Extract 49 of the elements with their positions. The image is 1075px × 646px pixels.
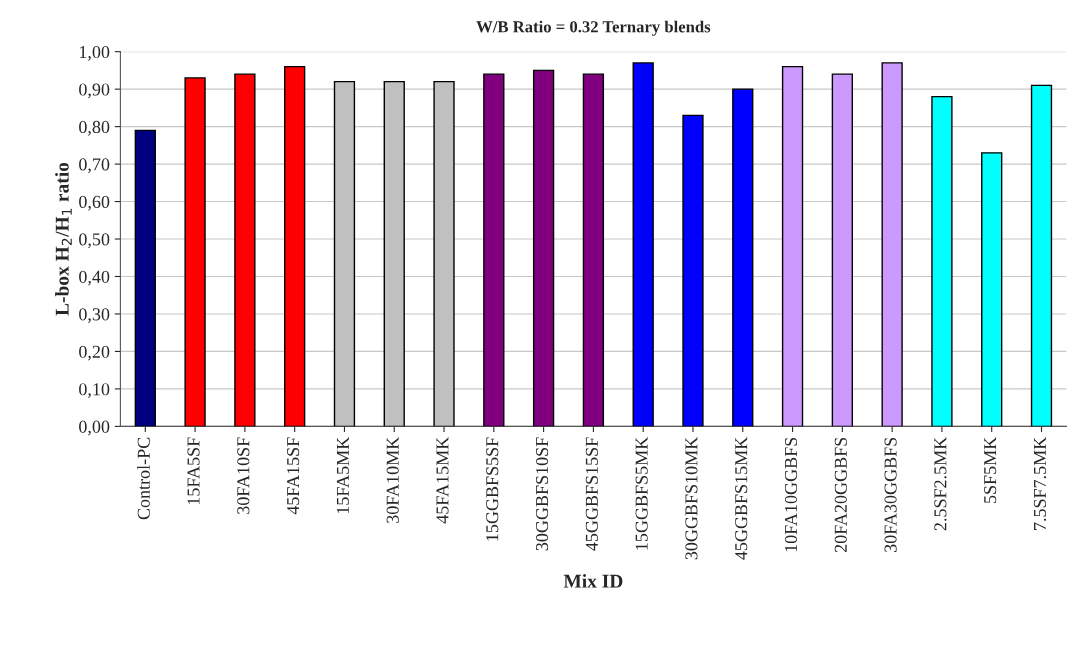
bar (234, 73, 256, 427)
x-tick-label: 15GGBFS5SF (486, 437, 499, 541)
x-tick-label: 30GGBFS10MK (685, 436, 698, 560)
y-tick-label: 0,80 (79, 120, 110, 136)
y-tick-label: 1,00 (79, 45, 110, 61)
bar (184, 77, 206, 427)
x-tick-label: 30GGBFS10SF (535, 437, 549, 551)
y-tick-label: 0,00 (79, 420, 110, 436)
bar (134, 129, 156, 427)
x-tick-label: 20FA20GGBFS (834, 437, 847, 553)
x-tick-label: 5SF5MK (984, 436, 997, 503)
bar (732, 88, 754, 427)
y-axis-title: L-box H$_{2}$/H$_{1}$ ratio (55, 162, 72, 316)
x-tick-label: 10FA10GGBFS (784, 437, 798, 552)
bar (284, 65, 306, 427)
y-tick-label: 0,90 (79, 83, 110, 99)
x-tick-label: 15FA5SF (187, 437, 200, 505)
y-tick-label: 0,10 (79, 383, 110, 398)
bar (981, 152, 1003, 427)
y-tick-label: 0,30 (79, 308, 110, 323)
bar (781, 65, 804, 427)
x-tick-label: 45GGBFS15SF (585, 437, 598, 551)
bar (532, 69, 555, 427)
bar (881, 62, 903, 427)
x-tick-label: 2.5SF2.5MK (934, 436, 947, 531)
bar (931, 95, 953, 427)
chart-title: W/B Ratio = 0.32 Ternary blends (476, 20, 711, 36)
x-tick-label: 45FA15SF (287, 437, 300, 515)
y-tick-label: 0,20 (79, 345, 110, 361)
bar (582, 73, 605, 427)
x-tick-label: 30FA10MK (386, 436, 399, 523)
y-tick-label: 0,60 (79, 195, 110, 211)
x-axis-title: Mix ID (563, 574, 623, 588)
y-tick-label: 0,40 (79, 270, 110, 286)
x-tick-label: 15GGBFS5MK (635, 436, 648, 550)
y-tick-label: 0,50 (79, 233, 110, 249)
x-tick-label: 45GGBFS15MK (735, 436, 748, 560)
bar (831, 73, 854, 427)
x-tick-label: 15FA5MK (336, 436, 349, 514)
x-tick-label: 7.5SF7.5MK (1033, 436, 1047, 530)
bar (483, 73, 505, 427)
x-tick-label: 30FA10SF (237, 437, 250, 514)
x-tick-label: 45FA15MK (436, 436, 449, 524)
x-tick-label: 30FA30GGBFS (884, 437, 897, 552)
x-tick-label: Control-PC (137, 437, 150, 520)
bar (1030, 84, 1053, 427)
bar (632, 62, 654, 427)
y-tick-label: 0,70 (79, 158, 110, 174)
bar (682, 114, 704, 427)
